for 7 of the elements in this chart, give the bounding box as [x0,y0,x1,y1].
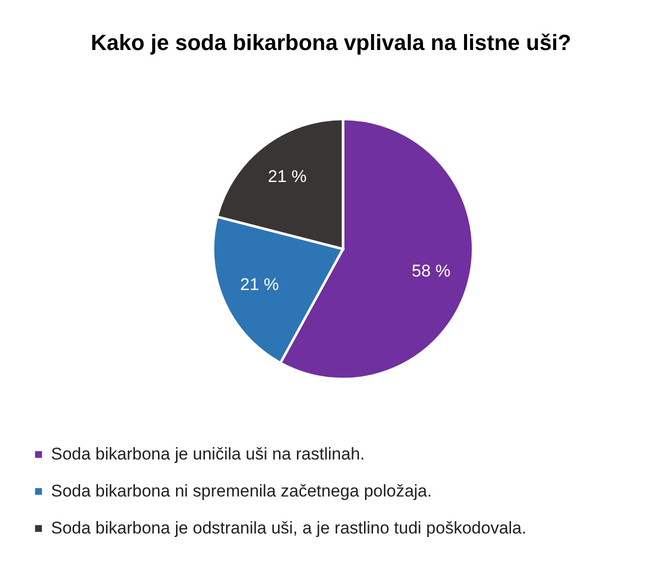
chart-title: Kako je soda bikarbona vplivala na listne uši? [90,30,572,55]
data-label: 21 % [268,167,307,186]
data-label: 21 % [240,275,279,294]
legend-label: Soda bikarbona je odstranila uši, a je rastlino tudi poškodovala. [51,518,526,538]
legend-label: Soda bikarbona je uničila uši na rastlinah. [51,444,365,464]
data-label: 58 % [412,262,451,281]
legend-label: Soda bikarbona ni spremenila začetnega položaja. [51,482,432,500]
